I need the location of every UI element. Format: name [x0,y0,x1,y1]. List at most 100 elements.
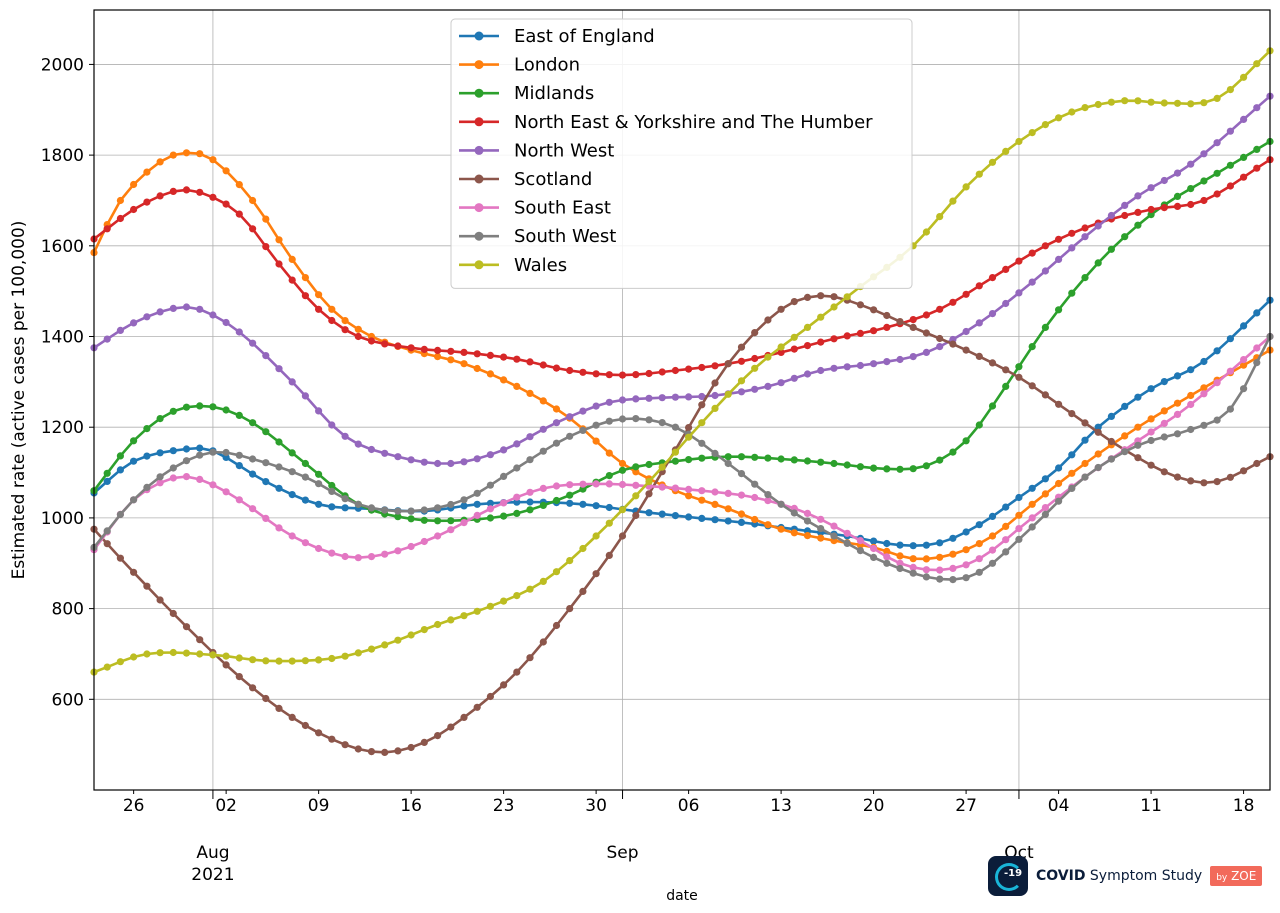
data-point [447,500,455,509]
legend-label: Scotland [514,169,592,190]
data-point [830,459,838,468]
x-day-label: 11 [1140,796,1162,816]
data-point [354,440,362,448]
data-point [1187,100,1195,108]
data-point [685,492,693,500]
data-point [698,419,706,427]
x-axis-label: date [666,888,698,904]
data-point [249,505,257,513]
data-point [1134,208,1142,216]
data-point [566,557,574,565]
data-point [658,368,666,376]
data-point [922,228,931,236]
legend-swatch-marker [474,174,484,184]
data-point [843,529,851,537]
data-point [407,507,415,515]
data-point [552,364,561,372]
data-point [566,432,574,440]
legend-swatch-marker [474,145,484,155]
data-point [751,354,759,363]
zoe-badge: by ZOE [1210,866,1263,886]
data-point [975,540,983,548]
data-point [724,390,732,398]
data-point [949,564,957,573]
data-point [817,534,825,542]
data-point [196,188,204,196]
data-point [341,432,349,440]
data-point [1121,201,1129,209]
data-point [671,457,680,465]
data-point [1147,461,1155,469]
data-point [394,507,402,515]
data-point [870,544,878,553]
data-point [1253,164,1261,172]
data-point [988,532,997,540]
data-point [711,488,719,496]
data-point [1028,382,1036,390]
data-point [288,491,296,499]
data-point [1160,204,1168,212]
data-point [367,645,376,653]
data-point [817,338,825,346]
legend-item: Wales [459,255,567,276]
data-point [1187,477,1195,485]
data-point [566,413,574,421]
data-point [1253,309,1261,317]
data-point [1173,399,1182,407]
data-point [1081,233,1089,241]
data-point [790,298,798,306]
data-point [275,524,283,532]
x-year-label: 2021 [191,865,234,885]
data-point [817,515,825,523]
data-point [645,394,653,402]
data-point [605,371,613,379]
data-point [962,327,970,336]
legend-label: East of England [514,26,655,47]
data-point [169,304,177,312]
data-point [1160,419,1168,427]
data-point [262,459,270,467]
data-point [196,650,204,658]
data-point [182,457,191,465]
data-point [394,342,402,350]
data-point [592,421,600,429]
data-point [764,497,772,505]
data-point [909,465,917,473]
data-point [235,654,243,662]
data-point [143,425,151,433]
series-line [92,335,1271,572]
data-point [341,652,349,660]
data-point [698,439,706,447]
data-point [301,721,309,730]
legend-swatch-marker [474,60,484,70]
data-point [1187,391,1195,400]
data-point [315,480,323,488]
data-point [896,559,904,567]
data-point [936,575,944,583]
data-point [460,519,468,527]
data-point [143,483,151,491]
covid-symptom-study-logo: -19 COVID Symptom Study by ZOE [988,856,1263,896]
data-point [249,339,257,347]
data-point [486,499,494,507]
data-point [473,703,481,711]
data-point [1015,535,1023,544]
legend-swatch-marker [474,117,484,127]
data-point [1081,224,1089,232]
data-point [975,521,983,529]
data-point [1200,384,1208,392]
data-point [949,298,957,306]
data-point [711,362,719,370]
data-point [367,748,376,756]
data-point [1173,99,1182,107]
data-point [526,389,534,397]
data-point [328,305,336,313]
data-point [288,713,296,722]
data-point [1015,289,1023,297]
data-point [962,183,970,191]
data-point [803,509,812,517]
data-point [962,346,970,354]
data-point [817,292,825,300]
data-point [328,549,336,557]
data-point [645,509,653,517]
